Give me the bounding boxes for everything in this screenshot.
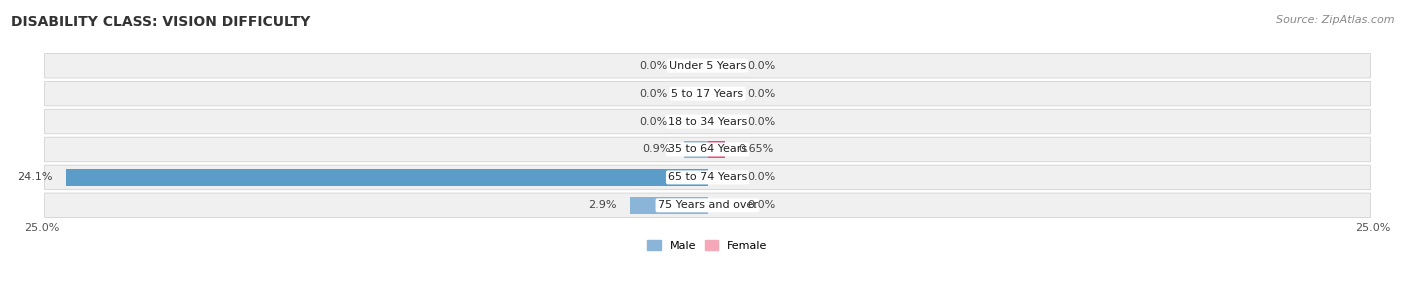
Text: 0.0%: 0.0% (748, 61, 776, 71)
Text: 0.9%: 0.9% (643, 144, 671, 155)
Bar (707, 141, 725, 158)
Text: 2.9%: 2.9% (589, 200, 617, 210)
Bar (66, 169, 707, 186)
FancyBboxPatch shape (45, 109, 1371, 134)
Text: 0.65%: 0.65% (738, 144, 773, 155)
Text: Source: ZipAtlas.com: Source: ZipAtlas.com (1277, 15, 1395, 25)
Bar (683, 141, 707, 158)
Legend: Male, Female: Male, Female (643, 236, 772, 256)
FancyBboxPatch shape (45, 165, 1371, 190)
Text: 24.1%: 24.1% (17, 172, 52, 182)
FancyBboxPatch shape (45, 53, 1371, 78)
Text: 75 Years and over: 75 Years and over (658, 200, 758, 210)
Text: 0.0%: 0.0% (640, 89, 668, 99)
FancyBboxPatch shape (45, 193, 1371, 218)
Text: 0.0%: 0.0% (748, 200, 776, 210)
FancyBboxPatch shape (45, 137, 1371, 162)
Text: 0.0%: 0.0% (640, 117, 668, 127)
Text: 0.0%: 0.0% (748, 89, 776, 99)
Text: 0.0%: 0.0% (640, 61, 668, 71)
Text: 5 to 17 Years: 5 to 17 Years (672, 89, 744, 99)
Bar (630, 197, 707, 214)
FancyBboxPatch shape (45, 81, 1371, 106)
Text: 18 to 34 Years: 18 to 34 Years (668, 117, 747, 127)
Text: DISABILITY CLASS: VISION DIFFICULTY: DISABILITY CLASS: VISION DIFFICULTY (11, 15, 311, 29)
Text: 0.0%: 0.0% (748, 172, 776, 182)
Text: Under 5 Years: Under 5 Years (669, 61, 747, 71)
Text: 65 to 74 Years: 65 to 74 Years (668, 172, 747, 182)
Text: 0.0%: 0.0% (748, 117, 776, 127)
Text: 35 to 64 Years: 35 to 64 Years (668, 144, 747, 155)
